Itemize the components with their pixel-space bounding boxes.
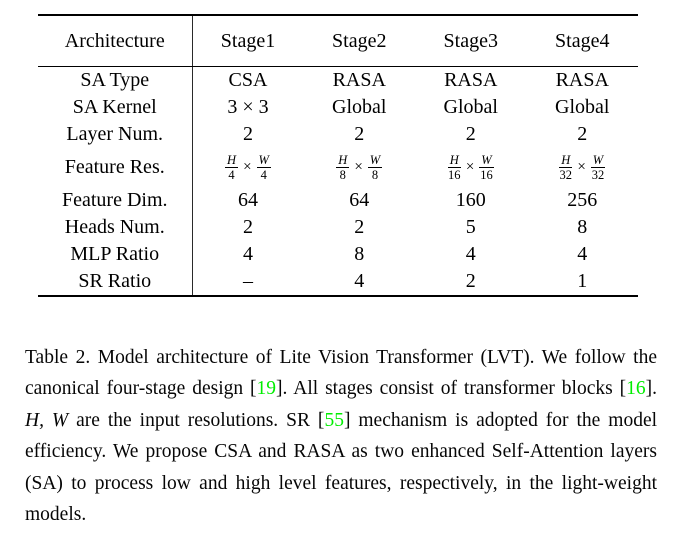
table-row-layer-num: Layer Num. 2 2 2 2	[38, 121, 638, 148]
cell-feature-res: H 32 × W 32	[527, 148, 639, 187]
row-label: SR Ratio	[38, 268, 193, 296]
architecture-table: Architecture Stage1 Stage2 Stage3 Stage4…	[38, 14, 638, 297]
cell-value: 64	[349, 189, 370, 211]
cell-value: RASA	[555, 69, 609, 91]
cell-value: 2	[465, 270, 476, 292]
row-label: Feature Dim.	[38, 187, 193, 214]
cell-value: RASA	[332, 69, 386, 91]
cell-value: Global	[443, 96, 498, 118]
row-label: MLP Ratio	[38, 241, 193, 268]
column-header-stage1: Stage1	[192, 15, 304, 67]
cell-value: 64	[238, 189, 258, 211]
cell-value: 2	[465, 123, 476, 145]
caption-text: ]. All stages consist of transformer blo…	[276, 378, 627, 399]
cell-value: 2	[243, 216, 253, 238]
fraction-h: H 32	[559, 152, 573, 182]
cell-value: 4	[354, 270, 365, 292]
caption-text: Table 2. Model architecture of Lite Visi…	[25, 346, 657, 400]
row-label: Layer Num.	[38, 121, 193, 148]
cell-value: 3 × 3	[227, 96, 269, 118]
fraction-w: W 32	[590, 152, 606, 182]
cell-value: RASA	[444, 69, 498, 91]
cell-value: 2	[243, 123, 253, 145]
cell-feature-res: H 8 × W 8	[304, 148, 416, 187]
caption-text: ].	[645, 378, 657, 399]
table-header: Architecture Stage1 Stage2 Stage3 Stage4	[38, 15, 638, 67]
cell-value: 5	[465, 216, 476, 238]
cell-value: 4	[243, 243, 253, 265]
column-header-stage2: Stage2	[303, 15, 415, 67]
table-body: SA Type CSA RASA RASA RASA SA Kernel 3 ×…	[38, 66, 638, 296]
cell-value: 8	[577, 216, 588, 238]
citation-number[interactable]: 16	[626, 378, 646, 399]
multiply-sign: ×	[577, 159, 586, 175]
table-row-sa-type: SA Type CSA RASA RASA RASA	[38, 66, 638, 94]
caption-text: H, W	[25, 409, 69, 431]
cell-value: Global	[332, 96, 387, 118]
cell-value: 160	[455, 189, 486, 211]
cell-value: Global	[555, 96, 610, 118]
table-row-feature-dim: Feature Dim. 64 64 160 256	[38, 187, 638, 214]
row-label: SA Kernel	[38, 94, 193, 121]
fraction-h: H 16	[447, 152, 461, 182]
column-header-stage3: Stage3	[415, 15, 527, 67]
cell-value: 8	[354, 243, 365, 265]
fraction-w: W 16	[479, 152, 494, 182]
cell-value: –	[243, 270, 253, 292]
header-row: Architecture Stage1 Stage2 Stage3 Stage4	[38, 15, 638, 67]
cell-value: 256	[567, 189, 598, 211]
cell-value: 1	[577, 270, 588, 292]
row-label: Heads Num.	[38, 214, 193, 241]
caption-text: are the input resolutions. SR [	[68, 409, 325, 431]
cell-feature-res: H 4 × W 4	[192, 148, 304, 187]
citation-number[interactable]: 19	[256, 378, 277, 399]
caption-text: ] mechanism is adopted for the model eff…	[25, 409, 658, 526]
cell-feature-res: H 16 × W 16	[415, 148, 527, 187]
cell-value: 2	[354, 123, 365, 145]
table-row-heads-num: Heads Num. 2 2 5 8	[38, 214, 638, 241]
citation-number[interactable]: 55	[324, 409, 344, 431]
cell-value: 2	[577, 123, 588, 145]
cell-value: CSA	[228, 69, 268, 91]
table-caption: Table 2. Model architecture of Lite Visi…	[25, 342, 657, 531]
table-row-feature-res: Feature Res. H 4 × W 4 H 8 × W 8 H 16 × W 16 H 32 × W 32	[38, 148, 638, 187]
table-row-sa-kernel: SA Kernel 3 × 3 Global Global Global	[38, 94, 638, 121]
table-row-mlp-ratio: MLP Ratio 4 8 4 4	[38, 241, 638, 268]
multiply-sign: ×	[243, 159, 252, 175]
column-header-stage4: Stage4	[526, 15, 638, 67]
row-label: SA Type	[38, 66, 193, 94]
cell-value: 4	[465, 243, 476, 265]
row-label: Feature Res.	[38, 148, 193, 187]
column-header-architecture: Architecture	[38, 15, 193, 67]
cell-value: 2	[354, 216, 365, 238]
cell-value: 4	[577, 243, 588, 265]
multiply-sign: ×	[354, 159, 363, 175]
table-row-sr-ratio: SR Ratio – 4 2 1	[38, 268, 638, 296]
multiply-sign: ×	[465, 159, 475, 175]
